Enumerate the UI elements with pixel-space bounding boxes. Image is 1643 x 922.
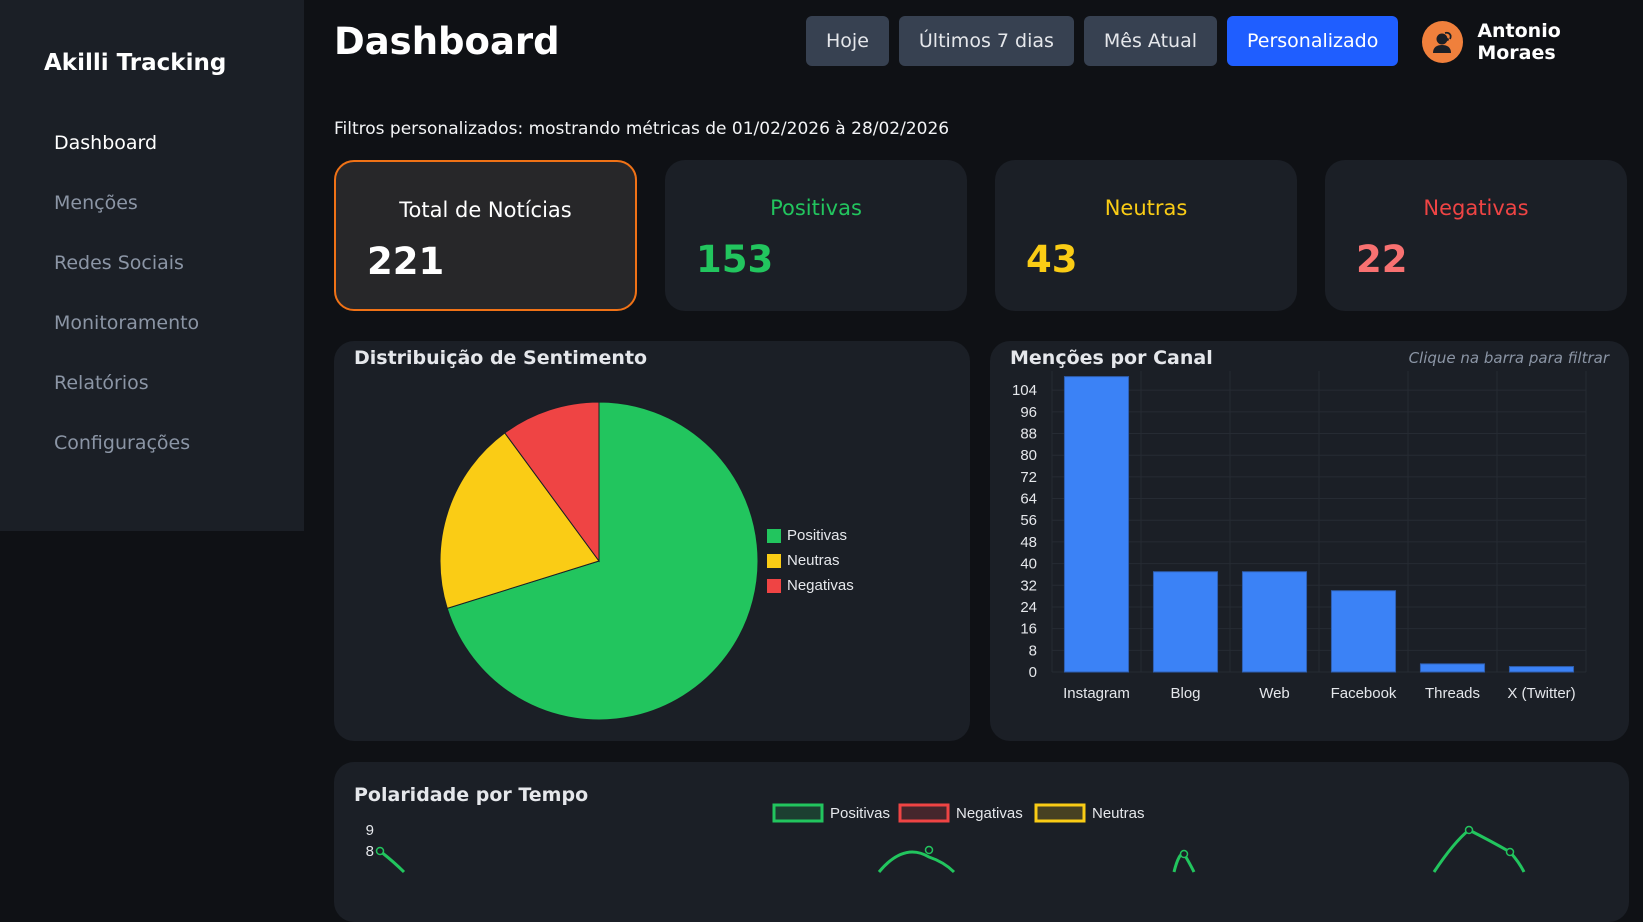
- channel-bar-chart[interactable]: 0 8 16 24 32 40 48 56 64 72 80 88 96 104 Instagram Blog…: [990, 341, 1629, 741]
- filter-personalizado-button[interactable]: Personalizado: [1227, 16, 1398, 66]
- svg-text:Instagram: Instagram: [1063, 685, 1130, 702]
- page-title: Dashboard: [334, 20, 560, 63]
- svg-text:72: 72: [1020, 469, 1037, 486]
- legend-swatch: [767, 579, 781, 593]
- legend-label: Negativas: [787, 577, 854, 594]
- user-name: Antonio Moraes: [1477, 20, 1643, 64]
- kpi-value: 22: [1356, 238, 1408, 281]
- legend-item-negativas[interactable]: Negativas: [767, 573, 854, 598]
- bar-facebook[interactable]: [1331, 591, 1395, 672]
- kpi-card-negativas[interactable]: Negativas 22: [1325, 160, 1627, 311]
- main-content: Dashboard Hoje Últimos 7 dias Mês Atual …: [304, 0, 1643, 897]
- legend-label: Neutras: [787, 552, 840, 569]
- svg-text:X (Twitter): X (Twitter): [1507, 685, 1575, 702]
- svg-text:88: 88: [1020, 426, 1037, 443]
- legend-item-positivas[interactable]: Positivas: [774, 805, 890, 822]
- sidebar-item-dashboard[interactable]: Dashboard: [54, 131, 199, 191]
- brand-logo: Akilli Tracking: [44, 50, 226, 76]
- sidebar-item-monitoramento[interactable]: Monitoramento: [54, 311, 199, 371]
- pie-legend: Positivas Neutras Negativas: [767, 523, 854, 598]
- kpi-value: 221: [367, 240, 444, 283]
- bar-x-twitter-[interactable]: [1509, 667, 1573, 672]
- legend-swatch: [767, 554, 781, 568]
- polarity-line-chart[interactable]: Positivas Negativas Neutras 9 8: [334, 762, 1629, 922]
- svg-text:Facebook: Facebook: [1331, 685, 1397, 702]
- svg-text:24: 24: [1020, 599, 1037, 616]
- sidebar-item-relatorios[interactable]: Relatórios: [54, 371, 199, 431]
- svg-text:9: 9: [366, 822, 374, 839]
- legend-label: Positivas: [787, 527, 847, 544]
- kpi-label: Negativas: [1325, 196, 1627, 220]
- legend-item-negativas[interactable]: Negativas: [900, 805, 1023, 822]
- user-headset-icon: [1429, 28, 1457, 56]
- filter-ultimos-7-dias-button[interactable]: Últimos 7 dias: [899, 16, 1074, 66]
- svg-text:8: 8: [366, 843, 374, 860]
- svg-text:8: 8: [1029, 642, 1037, 659]
- avatar[interactable]: [1422, 21, 1463, 63]
- legend-swatch: [767, 529, 781, 543]
- sidebar-nav: Dashboard Menções Redes Sociais Monitora…: [54, 131, 199, 491]
- bar-blog[interactable]: [1153, 572, 1217, 672]
- svg-text:Web: Web: [1259, 685, 1290, 702]
- kpi-value: 153: [696, 238, 773, 281]
- legend-item-neutras[interactable]: Neutras: [1036, 805, 1145, 822]
- svg-text:56: 56: [1020, 512, 1037, 529]
- svg-text:48: 48: [1020, 534, 1037, 551]
- mentions-by-channel-panel: Menções por Canal Clique na barra para f…: [990, 341, 1629, 741]
- svg-text:Positivas: Positivas: [830, 805, 890, 822]
- kpi-value: 43: [1026, 238, 1078, 281]
- kpi-label: Positivas: [665, 196, 967, 220]
- svg-text:40: 40: [1020, 556, 1037, 573]
- bar-instagram[interactable]: [1064, 377, 1128, 672]
- svg-text:64: 64: [1020, 491, 1037, 508]
- svg-text:Threads: Threads: [1425, 685, 1480, 702]
- svg-text:16: 16: [1020, 621, 1037, 638]
- svg-text:32: 32: [1020, 577, 1037, 594]
- sidebar: Akilli Tracking Dashboard Menções Redes …: [0, 0, 304, 531]
- svg-text:96: 96: [1020, 404, 1037, 421]
- svg-text:Blog: Blog: [1170, 685, 1200, 702]
- filter-description: Filtros personalizados: mostrando métric…: [334, 119, 949, 139]
- filter-hoje-button[interactable]: Hoje: [806, 16, 889, 66]
- svg-text:0: 0: [1029, 664, 1037, 681]
- sentiment-pie-chart[interactable]: [334, 341, 970, 741]
- kpi-card-positivas[interactable]: Positivas 153: [665, 160, 967, 311]
- legend-item-neutras[interactable]: Neutras: [767, 548, 854, 573]
- date-filter-group: Hoje Últimos 7 dias Mês Atual Personaliz…: [806, 16, 1398, 66]
- sidebar-item-redes-sociais[interactable]: Redes Sociais: [54, 251, 199, 311]
- kpi-card-neutras[interactable]: Neutras 43: [995, 160, 1297, 311]
- sidebar-item-configuracoes[interactable]: Configurações: [54, 431, 199, 491]
- legend-item-positivas[interactable]: Positivas: [767, 523, 854, 548]
- bar-web[interactable]: [1242, 572, 1306, 672]
- kpi-label: Neutras: [995, 196, 1297, 220]
- kpi-label: Total de Notícias: [336, 198, 635, 222]
- svg-text:Neutras: Neutras: [1092, 805, 1145, 822]
- kpi-card-total[interactable]: Total de Notícias 221: [334, 160, 637, 311]
- sidebar-item-mencoes[interactable]: Menções: [54, 191, 199, 251]
- svg-text:104: 104: [1012, 382, 1037, 399]
- svg-text:80: 80: [1020, 447, 1037, 464]
- filter-mes-atual-button[interactable]: Mês Atual: [1084, 16, 1217, 66]
- svg-text:Negativas: Negativas: [956, 805, 1023, 822]
- kpi-row: Total de Notícias 221 Positivas 153 Neut…: [334, 160, 1627, 311]
- user-menu[interactable]: Antonio Moraes: [1422, 20, 1643, 64]
- bar-threads[interactable]: [1420, 664, 1484, 672]
